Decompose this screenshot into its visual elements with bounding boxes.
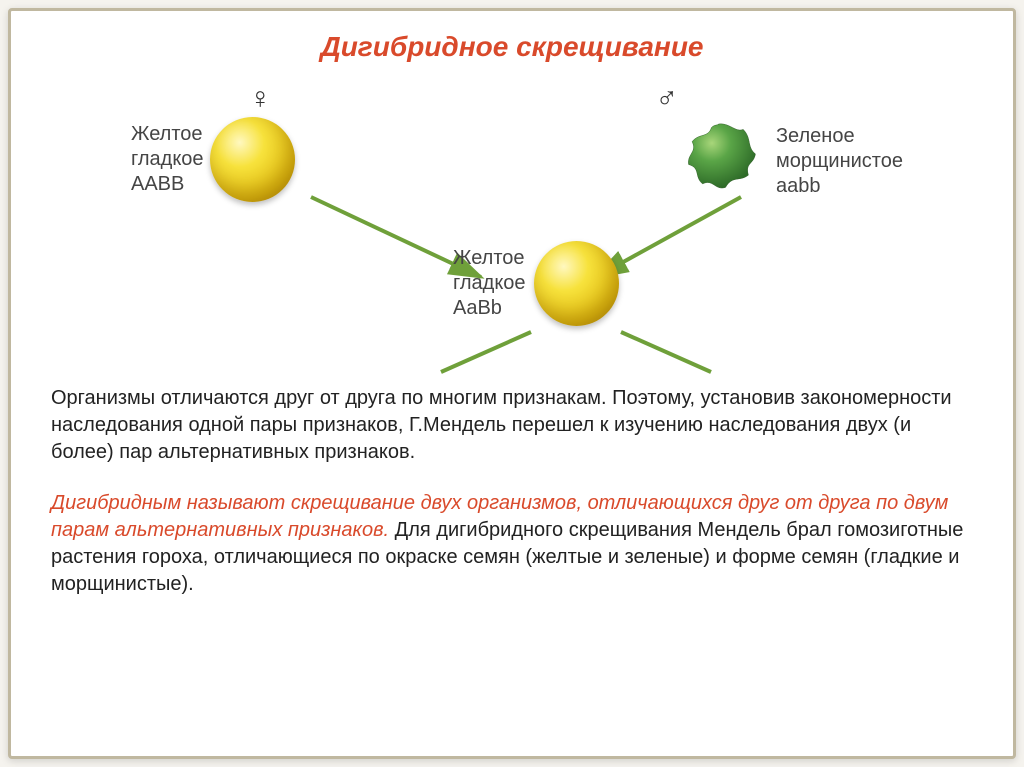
- slide-frame: Дигибридное скрещивание ♀ ♂ Желтое гладк…: [8, 8, 1016, 759]
- female-symbol: ♀: [249, 82, 272, 116]
- label-line: Желтое: [131, 122, 204, 147]
- arrow-down-left: [431, 327, 551, 377]
- label-line: Зеленое: [776, 124, 903, 149]
- male-symbol: ♂: [656, 82, 679, 116]
- male-label: Зеленое морщинистое aabb: [776, 124, 903, 199]
- paragraph-2: Дигибридным называют скрещивание двух ор…: [51, 490, 973, 598]
- yellow-seed-icon: [210, 117, 295, 202]
- label-line: AaBb: [453, 296, 526, 321]
- label-line: aabb: [776, 174, 903, 199]
- cross-diagram: ♀ ♂ Желтое гладкое AABB: [51, 87, 973, 367]
- slide-title: Дигибридное скрещивание: [51, 31, 973, 63]
- offspring: Желтое гладкое AaBb: [453, 241, 619, 326]
- label-line: гладкое: [453, 271, 526, 296]
- paragraph-1: Организмы отличаются друг от друга по мн…: [51, 385, 973, 466]
- yellow-seed-icon: [534, 241, 619, 326]
- label-line: морщинистое: [776, 149, 903, 174]
- female-parent: Желтое гладкое AABB: [131, 117, 295, 202]
- label-line: AABB: [131, 172, 204, 197]
- label-line: Желтое: [453, 246, 526, 271]
- label-line: гладкое: [131, 147, 204, 172]
- female-label: Желтое гладкое AABB: [131, 122, 204, 197]
- offspring-label: Желтое гладкое AaBb: [453, 246, 526, 321]
- arrow-down-right: [611, 327, 731, 377]
